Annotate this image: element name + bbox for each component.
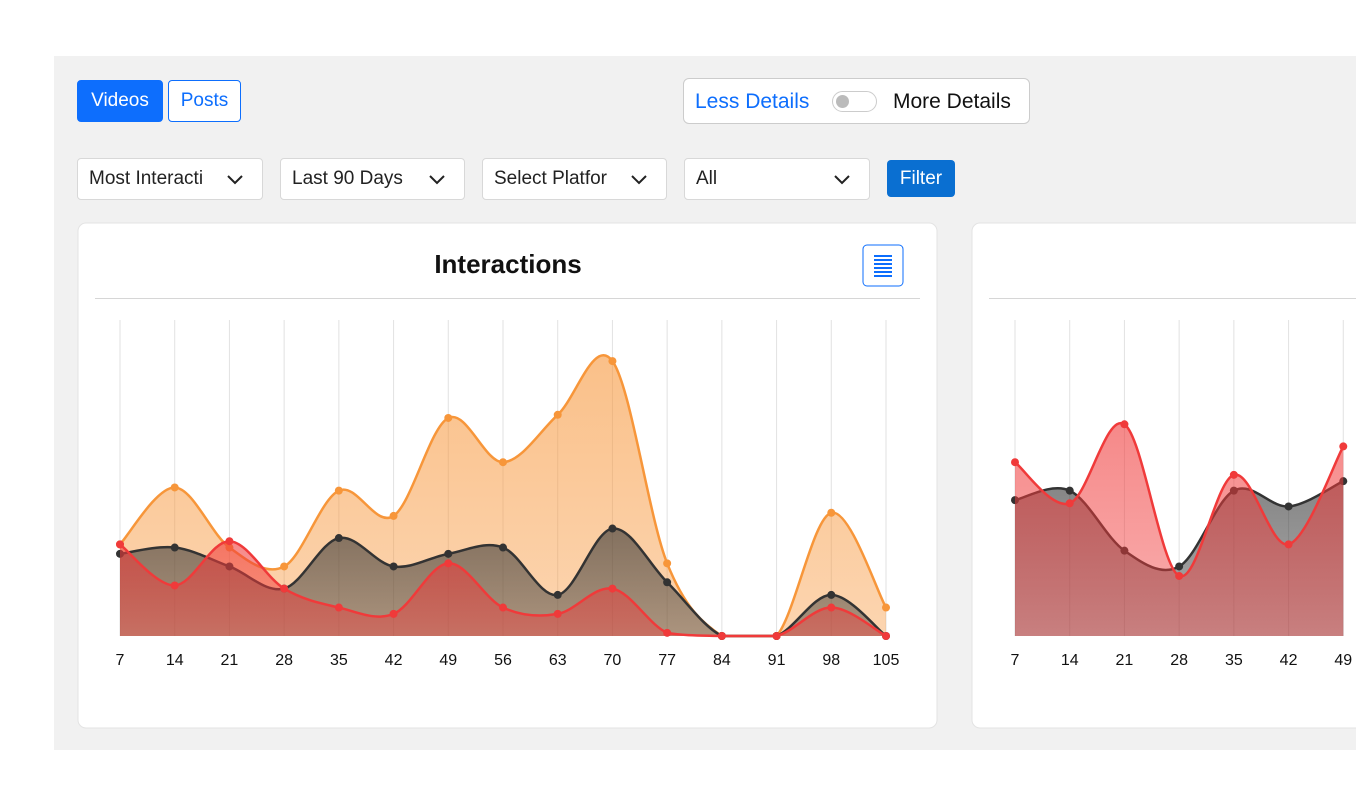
switch[interactable] [832,91,877,112]
point [1229,470,1238,479]
x-tick-label: 14 [1061,652,1079,669]
point [608,524,617,533]
x-tick-label: 14 [166,652,184,669]
area-fill [120,541,886,636]
x-tick-label: 84 [713,652,731,669]
filter-button[interactable]: Filter [887,160,955,197]
dropdown[interactable]: All [684,158,870,200]
x-tick-label: 7 [116,652,125,669]
point [1011,458,1019,467]
toggle-right[interactable]: More Details [893,90,1011,113]
plot: 7 14 21 28 35 42 49 [1011,320,1352,669]
x-tick-label: 35 [330,652,348,669]
point [1284,502,1293,511]
x-tick-label: 28 [275,652,293,669]
dropdown-label: Most Interacti [89,168,204,189]
point [1284,540,1293,549]
x-tick-label: 42 [385,652,403,669]
point [553,410,562,419]
x-tick-label: 28 [1170,652,1188,669]
menu-button[interactable] [862,244,904,287]
toggle-left[interactable]: Less Details [695,90,810,113]
point [334,603,343,612]
plot: 7 14 21 28 35 42 49 56 63 70 77 84 91 98 105 [116,320,900,669]
point [280,584,289,593]
point [170,483,179,492]
point [389,562,398,571]
point [444,549,453,558]
point [663,578,672,587]
dropdown[interactable]: Select Platfor [482,158,667,200]
toggle-box: Less Details More Details [683,78,1030,124]
point [553,609,562,618]
point [334,486,343,495]
point [827,603,836,612]
dropdown-label: Last 90 Days [292,168,403,189]
point [389,609,398,618]
dropdown-label: All [696,168,718,189]
point [499,458,507,467]
x-tick-label: 105 [873,652,900,669]
point [170,581,179,590]
x-tick-label: 21 [1116,652,1134,669]
point [882,632,890,640]
x-tick-label: 49 [439,652,457,669]
point [444,413,453,422]
area-fill [1015,423,1344,636]
x-tick-label: 21 [221,652,239,669]
point [827,590,836,599]
point [1065,486,1074,495]
point [1175,562,1184,571]
x-tick-label: 7 [1011,652,1020,669]
point [499,603,507,612]
x-tick-label: 63 [549,652,567,669]
point [663,628,672,637]
point [553,590,562,599]
point [170,543,179,552]
x-tick-label: 77 [658,652,676,669]
point [1339,442,1348,451]
chart-title: Interactions [434,249,581,279]
tab-posts[interactable]: Posts [168,80,241,122]
point [1065,499,1074,508]
x-tick-label: 91 [768,652,786,669]
point [499,543,507,552]
point [772,632,781,640]
x-tick-label: 35 [1225,652,1243,669]
point [225,537,234,546]
tab-videos[interactable]: Videos [77,80,163,122]
point [334,534,343,543]
point [882,603,890,612]
dropdown[interactable]: Most Interacti [77,158,263,200]
point [827,508,836,517]
point [663,559,672,568]
x-tick-label: 70 [604,652,622,669]
point [1175,571,1184,580]
x-tick-label: 42 [1280,652,1298,669]
x-tick-label: 49 [1334,652,1352,669]
point [608,584,617,593]
point [389,511,398,520]
point [280,562,289,571]
point [717,632,726,640]
dropdown-label: Select Platfor [494,168,607,189]
point [116,540,124,549]
x-tick-label: 98 [822,652,840,669]
point [608,357,617,366]
point [444,559,453,568]
x-tick-label: 56 [494,652,512,669]
dropdown[interactable]: Last 90 Days [280,158,465,200]
point [1120,420,1129,429]
